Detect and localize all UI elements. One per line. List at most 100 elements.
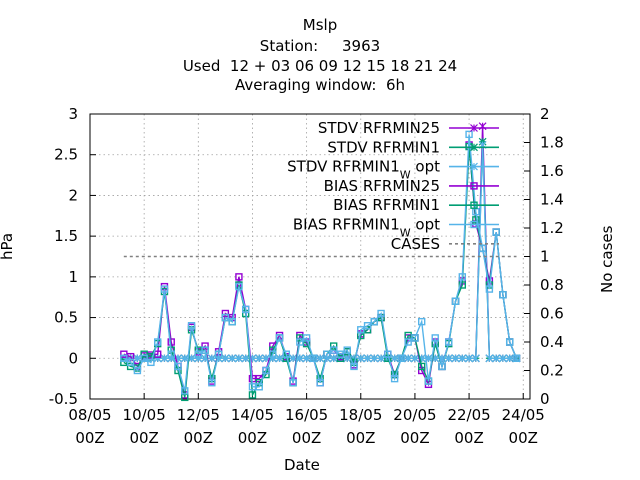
legend-entry: BIAS RFRMIN1 — [333, 196, 499, 214]
data-point-asterisk — [470, 143, 478, 152]
data-point-asterisk — [316, 354, 325, 363]
y-tick-label: -0.5 — [49, 390, 78, 408]
data-point-asterisk — [390, 354, 399, 363]
data-series — [119, 122, 521, 402]
legend-entry: STDV RFRMIN25 — [318, 119, 499, 137]
axis-ticks: -0.5 0 0.5 1 1.5 2 2.5 3 0 0.2 0.4 0.6 0.8 1 1.2 1.4 1.6… — [49, 105, 564, 447]
data-point-square — [126, 358, 135, 367]
data-point-square — [336, 350, 345, 358]
data-point-square — [221, 313, 230, 322]
data-point-square — [458, 273, 467, 281]
data-point-square — [357, 326, 365, 334]
data-point-square — [120, 350, 128, 358]
data-point-square — [323, 350, 331, 358]
data-point-asterisk — [275, 354, 284, 363]
data-point-square — [336, 354, 345, 362]
data-point-square — [147, 358, 155, 367]
y2-tick-label: 1.8 — [540, 134, 564, 152]
data-point-square — [140, 350, 148, 358]
data-point-asterisk — [404, 354, 413, 363]
y-tick-label: 1 — [68, 268, 78, 286]
data-point-square — [445, 338, 453, 346]
data-point-asterisk — [370, 354, 379, 363]
x-axis-label: Date — [284, 456, 320, 474]
data-point-square — [160, 285, 169, 293]
y2-tick-label: 0.8 — [540, 276, 564, 294]
x-tick-label-hour: 00Z — [346, 429, 375, 447]
data-point-square — [329, 346, 338, 354]
data-point-square — [282, 350, 291, 358]
data-point-square — [174, 362, 182, 371]
chart-title-variable: Mslp — [302, 16, 338, 34]
x-tick-label-date: 12/05 — [177, 406, 220, 424]
data-point-square — [417, 362, 426, 371]
x-tick-label-hour: 00Z — [400, 429, 429, 447]
y2-tick-label: 1.4 — [540, 191, 564, 209]
data-point-square — [296, 334, 304, 342]
legend-label: BIAS RFRMIN25 — [324, 177, 440, 195]
y-tick-label: 2 — [68, 186, 78, 204]
data-point-square — [167, 350, 175, 358]
data-point-square — [350, 362, 358, 371]
x-tick-label-date: 20/05 — [393, 406, 436, 424]
data-point-square — [424, 377, 433, 385]
y-tick-label: 0.5 — [54, 309, 78, 327]
chart-title-used: Used 12 + 03 06 09 12 15 18 21 24 — [182, 57, 458, 75]
data-point-square — [505, 338, 514, 346]
data-point-square — [248, 391, 257, 399]
legend-label: CASES — [391, 235, 440, 253]
data-point-square — [181, 387, 189, 395]
x-tick-label-hour: 00Z — [509, 429, 538, 447]
data-point-square — [153, 350, 162, 358]
data-point-asterisk — [410, 354, 419, 363]
x-tick-label-date: 24/05 — [502, 406, 545, 424]
data-point-asterisk — [160, 354, 169, 363]
data-point-asterisk — [498, 354, 507, 363]
y2-tick-label: 1 — [540, 248, 550, 266]
y2-tick-label: 0 — [540, 390, 550, 408]
data-point-square — [417, 317, 426, 326]
data-point-asterisk — [228, 354, 237, 363]
y-tick-label: 1.5 — [54, 227, 78, 245]
data-point-asterisk — [470, 124, 478, 132]
data-point-square — [499, 291, 507, 299]
legend-subscript: W — [400, 168, 411, 181]
data-point-square — [390, 374, 399, 383]
data-point-square — [384, 350, 392, 358]
data-point-square — [343, 346, 351, 354]
x-tick-label-hour: 00Z — [75, 429, 104, 447]
data-point-asterisk — [505, 354, 514, 363]
data-point-square — [214, 350, 223, 358]
data-point-square — [221, 309, 230, 318]
data-point-asterisk — [444, 354, 453, 363]
y2-tick-label: 0.2 — [540, 362, 564, 380]
data-point-asterisk — [451, 354, 460, 363]
data-point-square — [262, 366, 270, 375]
data-point-square — [140, 354, 148, 362]
y-tick-label: 0 — [68, 349, 78, 367]
x-tick-label-date: 10/05 — [123, 406, 166, 424]
data-point-asterisk — [255, 354, 264, 363]
data-point-square — [235, 282, 243, 291]
data-point-square — [363, 326, 372, 334]
data-point-square — [492, 228, 500, 236]
data-point-square — [478, 244, 487, 253]
legend-label: STDV RFRMIN25 — [318, 119, 440, 137]
data-point-square — [302, 334, 311, 342]
data-point-square — [133, 366, 142, 375]
x-tick-label-hour: 00Z — [129, 429, 158, 447]
y2-tick-label: 1.2 — [540, 219, 564, 237]
legend-subscript: W — [400, 226, 411, 239]
data-point-asterisk — [241, 354, 250, 363]
x-tick-label-hour: 00Z — [292, 429, 321, 447]
data-point-square — [120, 358, 128, 367]
data-point-square — [470, 201, 478, 209]
data-point-asterisk — [377, 354, 386, 363]
data-point-square — [512, 354, 521, 362]
data-point-asterisk — [180, 354, 189, 363]
data-point-square — [363, 322, 372, 330]
data-point-square — [289, 379, 297, 387]
chart-title-window: Averaging window: 6h — [234, 76, 406, 94]
data-point-square — [316, 379, 324, 387]
